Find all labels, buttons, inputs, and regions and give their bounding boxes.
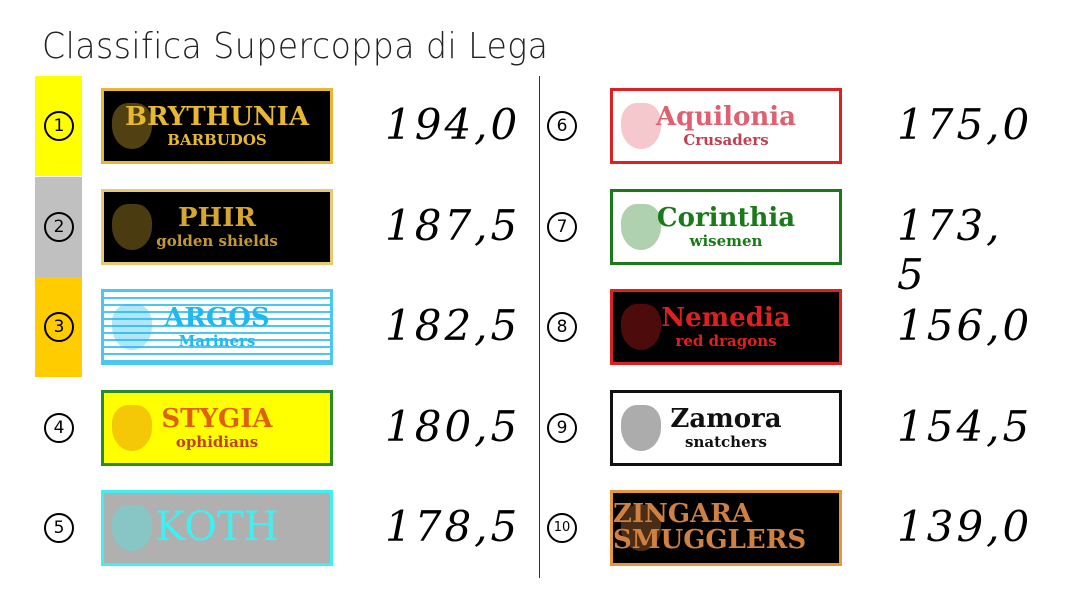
team-name: ARGOS — [164, 303, 270, 333]
team-score: 156,0 — [897, 301, 1033, 350]
rank-badge: 5 — [44, 513, 74, 543]
team-name: BRYTHUNIA — [124, 102, 310, 132]
team-logo: Aquilonia Crusaders — [610, 88, 842, 164]
dragon-icon — [621, 304, 661, 350]
ranking-row: 8 Nemedia red dragons 156,0 — [545, 277, 1045, 377]
shield-icon — [112, 203, 152, 250]
team-score: 173, 5 — [897, 200, 1003, 299]
rank-badge: 7 — [547, 211, 577, 242]
team-subtitle: Crusaders — [683, 131, 769, 149]
team-subtitle: wisemen — [689, 231, 763, 250]
viking-icon — [112, 103, 152, 149]
sword-icon — [112, 505, 152, 551]
dagger-icon — [621, 404, 661, 451]
team-score: 194,0 — [385, 100, 521, 149]
team-logo: Nemedia red dragons — [610, 289, 842, 365]
team-score: 175,0 — [897, 100, 1033, 149]
team-subtitle: BARBUDOS — [167, 131, 267, 149]
team-logo: PHIR golden shields — [101, 188, 333, 265]
ranking-row: 10 ZINGARA SMUGGLERS 139,0 — [545, 478, 1045, 578]
team-score: 180,5 — [385, 401, 521, 451]
rank-badge: 1 — [44, 111, 74, 141]
team-score: 139,0 — [897, 502, 1033, 551]
ranking-row: 2 PHIR golden shields 187,5 — [35, 176, 535, 277]
team-name: Zamora — [670, 403, 782, 434]
rank-badge: 6 — [547, 111, 577, 141]
team-score: 154,5 — [897, 401, 1033, 451]
rank-badge: 3 — [44, 312, 74, 342]
rank-badge: 9 — [547, 412, 577, 443]
team-name: ZINGARA SMUGGLERS — [613, 498, 807, 555]
team-name: STYGIA — [161, 403, 273, 434]
team-logo: ARGOS Mariners — [101, 289, 333, 365]
crusader-icon — [621, 103, 661, 149]
team-score: 187,5 — [385, 200, 521, 250]
team-logo: Corinthia wisemen — [610, 188, 842, 265]
team-subtitle: snatchers — [685, 432, 767, 451]
ranking-row: 4 STYGIA ophidians 180,5 — [35, 378, 535, 478]
shark-icon — [112, 304, 152, 350]
skull-icon — [621, 505, 661, 551]
ranking-row: 9 Zamora snatchers 154,5 — [545, 378, 1045, 478]
team-logo: BRYTHUNIA BARBUDOS — [101, 88, 333, 164]
ranking-row: 5 KOTH 178,5 — [35, 478, 535, 578]
team-name: KOTH — [155, 503, 279, 550]
team-name: Nemedia — [661, 303, 791, 333]
ranking-row: 1 BRYTHUNIA BARBUDOS 194,0 — [35, 76, 535, 176]
team-score: 182,5 — [385, 301, 521, 350]
team-name: Corinthia — [656, 202, 796, 233]
team-logo: ZINGARA SMUGGLERS — [610, 490, 842, 566]
column-divider — [539, 76, 540, 578]
team-logo: Zamora snatchers — [610, 389, 842, 466]
team-subtitle: red dragons — [675, 332, 777, 350]
page-title: Classifica Supercoppa di Lega — [42, 26, 549, 67]
team-logo: STYGIA ophidians — [101, 389, 333, 466]
ranking-row: 6 Aquilonia Crusaders 175,0 — [545, 76, 1045, 176]
laurel-icon — [621, 203, 661, 250]
rank-badge: 2 — [44, 211, 74, 242]
team-score: 178,5 — [385, 502, 521, 551]
rank-badge: 10 — [547, 513, 577, 543]
team-subtitle: Mariners — [178, 332, 256, 350]
snake-icon — [112, 404, 152, 451]
rank-badge: 4 — [44, 412, 74, 443]
team-name: PHIR — [178, 202, 256, 233]
team-subtitle: golden shields — [156, 231, 278, 250]
team-name: Aquilonia — [656, 102, 796, 132]
ranking-row: 3 ARGOS Mariners 182,5 — [35, 277, 535, 377]
ranking-row: 7 Corinthia wisemen 173, 5 — [545, 177, 1045, 299]
team-logo: KOTH — [101, 490, 333, 566]
team-subtitle: ophidians — [175, 432, 259, 451]
rank-badge: 8 — [547, 312, 577, 342]
